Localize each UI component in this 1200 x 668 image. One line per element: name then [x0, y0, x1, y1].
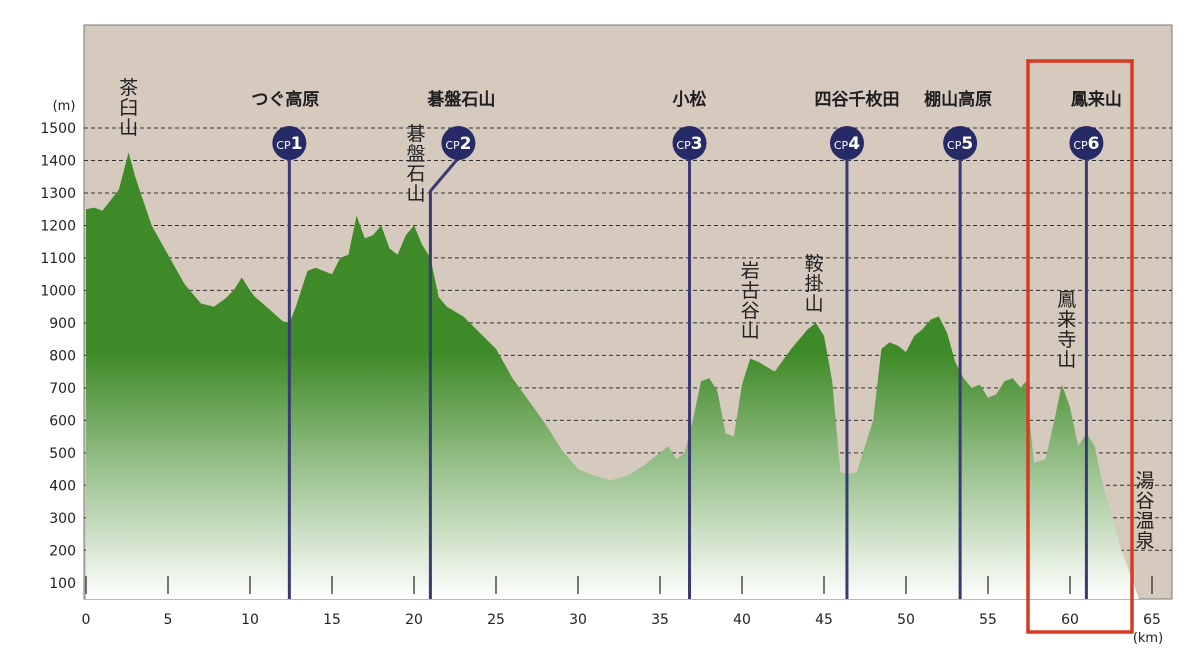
- checkpoint-marker-2: [441, 126, 476, 160]
- x-tick-label-10: 10: [241, 612, 259, 628]
- y-tick-label-200: 200: [49, 543, 76, 559]
- peak-name: 鳳来寺山: [1057, 289, 1076, 371]
- checkpoint-label-3: CP3: [676, 134, 702, 154]
- peak-label: 茶臼山: [119, 77, 138, 139]
- checkpoint-marker-1: [272, 126, 307, 160]
- y-tick-label-500: 500: [49, 446, 76, 462]
- checkpoint-label-6: CP6: [1073, 134, 1099, 154]
- checkpoint-name-6: 鳳来山: [1071, 89, 1122, 110]
- x-tick-label-15: 15: [323, 612, 341, 628]
- y-tick-label-1100: 1100: [40, 251, 76, 267]
- checkpoint-name-1: つぐ高原: [251, 89, 319, 110]
- checkpoint-marker-6: [1069, 126, 1104, 160]
- checkpoint-name-4: 四谷千枚田: [814, 89, 899, 110]
- y-tick-label-900: 900: [49, 316, 76, 332]
- x-tick-label-45: 45: [815, 612, 833, 628]
- y-tick-label-100: 100: [49, 576, 76, 592]
- y-tick-label-1200: 1200: [40, 218, 76, 234]
- checkpoint-prefix: CP: [834, 139, 849, 152]
- checkpoint-number: 1: [291, 134, 303, 154]
- checkpoint-prefix: CP: [445, 139, 460, 152]
- highlight-box: [1026, 59, 1134, 634]
- axes: 1002003004005006007008009001000110012001…: [40, 99, 1163, 646]
- checkpoint-prefix: CP: [676, 139, 691, 152]
- checkpoint-label-1: CP1: [276, 134, 302, 154]
- y-tick-label-700: 700: [49, 381, 76, 397]
- peak-name: 茶臼山: [119, 77, 138, 139]
- checkpoint-marker-5: [943, 126, 978, 160]
- y-tick-label-1500: 1500: [40, 121, 76, 137]
- x-tick-label-30: 30: [569, 612, 587, 628]
- x-tick-label-0: 0: [82, 612, 91, 628]
- x-tick-label-55: 55: [979, 612, 997, 628]
- y-tick-label-1000: 1000: [40, 283, 76, 299]
- checkpoint-name-3: 小松: [673, 89, 707, 110]
- checkpoint-label-5: CP5: [947, 134, 973, 154]
- y-unit-label: (m): [53, 99, 76, 114]
- checkpoint-line-2: [428, 157, 460, 599]
- y-tick-label-400: 400: [49, 478, 76, 494]
- elevation-area: [86, 152, 1139, 599]
- checkpoint-label-4: CP4: [834, 134, 860, 154]
- checkpoint-label-2: CP2: [445, 134, 471, 154]
- peak-label: 湯谷温泉: [1135, 470, 1154, 552]
- checkpoint-prefix: CP: [1073, 139, 1088, 152]
- x-tick-label-65: 65: [1143, 612, 1161, 628]
- x-tick-label-40: 40: [733, 612, 751, 628]
- y-tick-label-1400: 1400: [40, 153, 76, 169]
- y-tick-label-1300: 1300: [40, 186, 76, 202]
- peak-name: 岩古谷山: [741, 260, 760, 342]
- checkpoint-name-5: 棚山高原: [924, 89, 992, 110]
- checkpoint-name-2: 碁盤石山: [426, 89, 495, 110]
- checkpoint-prefix: CP: [276, 139, 291, 152]
- x-tick-label-25: 25: [487, 612, 505, 628]
- peak-label: 岩古谷山: [741, 260, 760, 342]
- y-tick-label-800: 800: [49, 348, 76, 364]
- peak-name: 碁盤石山: [406, 123, 425, 205]
- peak-label: 碁盤石山: [406, 123, 425, 205]
- x-tick-label-60: 60: [1061, 612, 1079, 628]
- checkpoint-number: 5: [961, 134, 973, 154]
- checkpoint-marker-3: [672, 126, 707, 160]
- highlight-region: [1026, 59, 1134, 634]
- checkpoint-number: 2: [460, 134, 472, 154]
- peak-name: 鞍掛山: [805, 253, 824, 315]
- checkpoint-prefix: CP: [947, 139, 962, 152]
- x-tick-label-50: 50: [897, 612, 915, 628]
- y-tick-label-600: 600: [49, 413, 76, 429]
- x-tick-label-20: 20: [405, 612, 423, 628]
- x-tick-label-35: 35: [651, 612, 669, 628]
- y-tick-label-300: 300: [49, 511, 76, 527]
- peak-label: 鞍掛山: [805, 253, 824, 315]
- checkpoint-number: 6: [1088, 134, 1100, 154]
- peak-label: 鳳来寺山: [1057, 289, 1076, 371]
- x-tick-label-5: 5: [164, 612, 173, 628]
- x-unit-label: (km): [1133, 631, 1163, 646]
- checkpoint-marker-4: [829, 126, 864, 160]
- checkpoint-number: 4: [848, 134, 860, 154]
- checkpoint-number: 3: [691, 134, 703, 154]
- peak-name: 湯谷温泉: [1135, 470, 1154, 552]
